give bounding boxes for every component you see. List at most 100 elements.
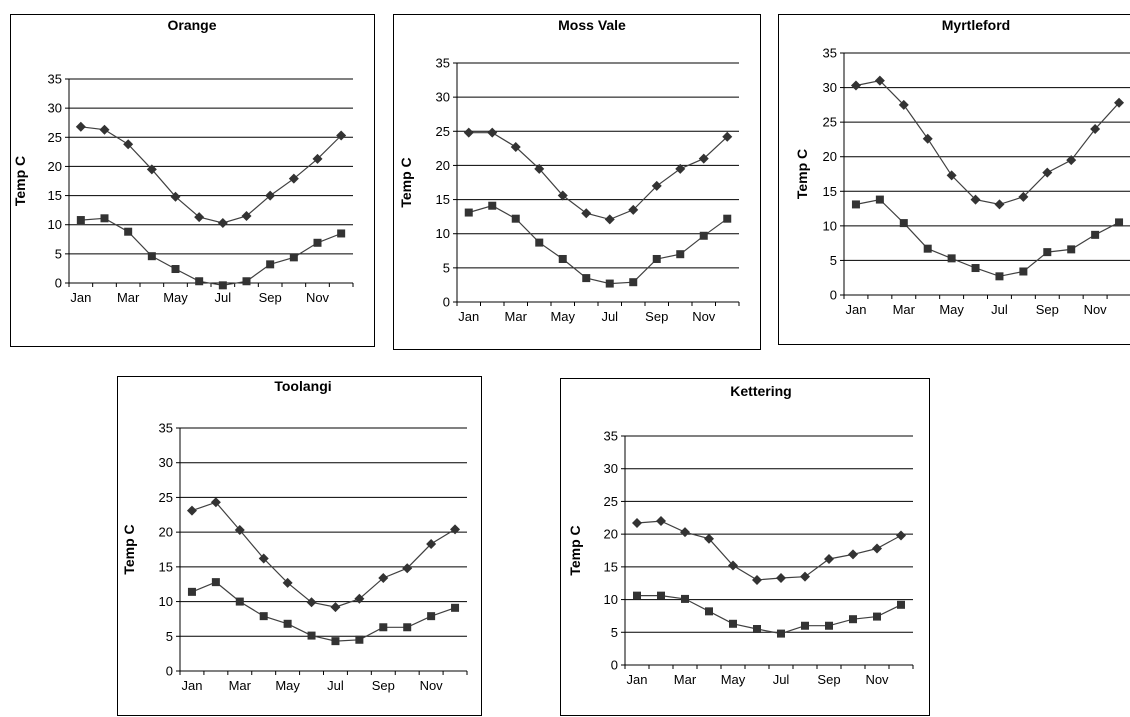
y-tick-label: 25: [48, 130, 62, 145]
data-point-square: [897, 600, 905, 609]
data-point-square: [187, 587, 196, 596]
data-point-diamond: [752, 574, 762, 585]
y-tick-label: 10: [604, 592, 618, 607]
data-point-diamond: [651, 180, 662, 191]
data-point-diamond: [210, 497, 221, 508]
data-point-diamond: [1090, 124, 1101, 135]
data-point-square: [283, 619, 292, 628]
y-tick-label: 5: [443, 260, 450, 275]
x-tick-label: Mar: [505, 309, 528, 324]
data-point-square: [699, 231, 708, 240]
data-point-square: [558, 254, 567, 263]
y-tick-label: 15: [823, 184, 837, 199]
data-point-diamond: [848, 549, 858, 560]
data-point-diamond: [241, 210, 252, 221]
x-tick-label: Sep: [259, 290, 282, 305]
data-point-diamond: [336, 130, 347, 141]
y-tick-label: 10: [823, 218, 837, 233]
data-point-square: [633, 591, 641, 600]
data-point-diamond: [896, 530, 906, 541]
x-tick-label: Jul: [991, 302, 1008, 317]
x-tick-label: Sep: [1036, 302, 1059, 317]
series-line-square: [855, 198, 1120, 277]
y-tick-label: 15: [48, 188, 62, 203]
x-tick-label: Nov: [1084, 302, 1108, 317]
data-point-square: [777, 629, 785, 638]
data-point-diamond: [312, 153, 323, 164]
x-tick-label: May: [275, 678, 300, 693]
data-point-square: [259, 612, 268, 621]
x-tick-label: Mar: [117, 290, 140, 305]
x-tick-label: Jan: [181, 678, 202, 693]
data-point-square: [427, 612, 436, 621]
data-point-square: [1115, 218, 1124, 227]
y-tick-label: 30: [159, 455, 173, 470]
data-point-square: [753, 625, 761, 634]
y-tick-label: 30: [436, 90, 450, 105]
y-axis-label: Temp C: [794, 149, 810, 199]
data-point-diamond: [258, 553, 269, 564]
x-tick-label: Sep: [372, 678, 395, 693]
y-axis-label: Temp C: [121, 524, 137, 574]
x-tick-label: May: [550, 309, 575, 324]
data-point-square: [147, 252, 156, 261]
data-point-diamond: [402, 563, 413, 574]
y-tick-label: 20: [159, 525, 173, 540]
data-point-square: [235, 597, 244, 606]
data-point-square: [171, 265, 180, 274]
data-point-square: [313, 238, 322, 247]
data-point-diamond: [123, 139, 134, 150]
data-point-square: [801, 621, 809, 630]
data-point-diamond: [1114, 97, 1125, 108]
y-tick-label: 30: [823, 80, 837, 95]
data-point-diamond: [217, 217, 228, 228]
data-point-square: [923, 244, 932, 253]
data-point-square: [971, 264, 980, 273]
chart-title: Toolangi: [274, 378, 331, 394]
data-point-square: [582, 274, 591, 283]
data-point-diamond: [675, 163, 686, 174]
data-point-diamond: [946, 170, 957, 181]
data-point-diamond: [510, 141, 521, 152]
x-tick-label: May: [721, 672, 746, 687]
data-point-square: [947, 254, 956, 263]
y-tick-label: 35: [823, 46, 837, 61]
y-axis-label: Temp C: [12, 156, 28, 206]
data-point-square: [124, 227, 133, 236]
y-tick-label: 35: [436, 56, 450, 71]
data-point-square: [195, 277, 204, 286]
data-point-diamond: [994, 199, 1005, 210]
data-point-square: [211, 578, 220, 587]
x-tick-label: Jul: [215, 290, 232, 305]
data-point-diamond: [872, 543, 882, 554]
data-point-diamond: [234, 525, 245, 536]
x-tick-label: May: [939, 302, 964, 317]
series-line-diamond: [80, 126, 342, 224]
data-point-diamond: [680, 527, 690, 538]
data-point-diamond: [922, 133, 933, 144]
x-tick-label: Mar: [229, 678, 252, 693]
x-tick-label: Jan: [70, 290, 91, 305]
y-tick-label: 5: [611, 625, 618, 640]
y-tick-label: 5: [830, 253, 837, 268]
series-line-diamond: [855, 80, 1120, 206]
y-tick-label: 25: [604, 494, 618, 509]
data-point-diamond: [170, 191, 181, 202]
data-point-square: [995, 272, 1004, 281]
data-point-square: [511, 214, 520, 223]
y-tick-label: 10: [436, 226, 450, 241]
data-point-square: [76, 216, 85, 225]
data-point-square: [100, 214, 109, 223]
x-tick-label: Nov: [420, 678, 444, 693]
data-point-diamond: [898, 99, 909, 110]
x-tick-label: Sep: [645, 309, 668, 324]
data-point-square: [266, 260, 275, 269]
data-point-square: [723, 214, 732, 223]
chart-title: Myrtleford: [942, 17, 1010, 33]
y-tick-label: 0: [611, 658, 618, 673]
data-point-diamond: [288, 173, 299, 184]
data-point-square: [851, 200, 860, 209]
x-tick-label: May: [163, 290, 188, 305]
series-line-diamond: [468, 132, 728, 221]
y-tick-label: 25: [823, 115, 837, 130]
